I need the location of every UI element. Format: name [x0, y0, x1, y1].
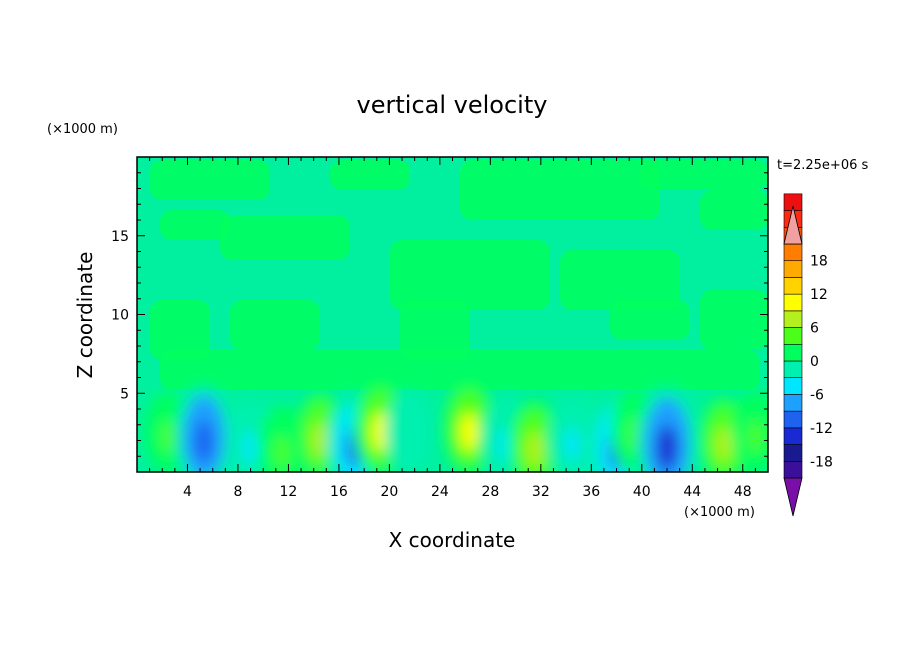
colorbar-segment: [783, 427, 803, 445]
updraft-patch: [220, 215, 350, 260]
updraft-core: [715, 426, 732, 463]
colorbar-tick-label: -18: [810, 454, 833, 470]
x-tick-label: 40: [633, 484, 651, 500]
y-axis-label: Z coordinate: [73, 252, 97, 379]
x-tick-label: 8: [233, 484, 242, 500]
colorbar-segment: [783, 293, 803, 312]
x-tick-label: 4: [183, 484, 192, 500]
colorbar-tick-label: 0: [810, 354, 819, 370]
colorbar-segment: [783, 327, 803, 345]
colorbar-tick-label: -6: [810, 387, 824, 403]
x-tick-label: 36: [582, 484, 600, 500]
x-tick-label: 48: [734, 484, 752, 500]
background-bands: [150, 160, 768, 390]
y-tick-label: 5: [120, 386, 129, 402]
x-tick-label: 24: [431, 484, 449, 500]
y-tick-label: 15: [111, 229, 129, 245]
colorbar-segment: [783, 377, 803, 395]
downdraft-core: [401, 420, 416, 453]
velocity-cells: [144, 379, 768, 472]
updraft-patch: [150, 300, 210, 360]
updraft-patch: [560, 250, 680, 310]
updraft-patch: [700, 190, 768, 230]
x-tick-label: 32: [532, 484, 550, 500]
updraft-patch: [640, 160, 768, 190]
colorbar-tick-label: 6: [810, 321, 819, 337]
updraft-core: [748, 420, 763, 454]
colorbar-tick-label: 18: [810, 254, 828, 270]
x-tick-label: 44: [683, 484, 701, 500]
colorbar-tick-label: -12: [810, 421, 833, 437]
colorbar-max-arrow: [783, 205, 803, 245]
updraft-patch: [330, 160, 410, 190]
colorbar-segment: [783, 360, 803, 379]
updraft-core: [460, 412, 478, 452]
chart-title: vertical velocity: [357, 91, 548, 119]
downdraft-core: [194, 420, 214, 463]
colorbar-segment: [783, 460, 803, 479]
y-tick-label: 10: [111, 308, 129, 324]
updraft-core: [274, 435, 290, 469]
updraft-core: [371, 412, 390, 452]
colorbar-segment: [783, 394, 803, 412]
updraft-core: [312, 422, 328, 458]
updraft-patch: [400, 300, 470, 360]
downdraft-core: [656, 424, 678, 471]
colorbar-segment: [783, 277, 803, 295]
updraft-patch: [610, 300, 690, 340]
y-axis-ticks: 5 10 15: [111, 172, 768, 457]
updraft-patch: [150, 160, 270, 200]
colorbar-segment: [783, 310, 803, 328]
updraft-core: [526, 431, 543, 468]
colorbar-segment: [783, 343, 803, 362]
time-label: t=2.25e+06 s: [777, 158, 869, 173]
colorbar-segment: [783, 410, 803, 429]
updraft-patch: [390, 240, 550, 310]
updraft-patch: [160, 210, 230, 240]
updraft-patch: [700, 290, 768, 350]
x-tick-label: 20: [380, 484, 398, 500]
x-tick-label: 16: [330, 484, 348, 500]
plot-area: [137, 157, 768, 472]
colorbar-segment: [783, 243, 803, 262]
colorbar-segment: [783, 260, 803, 278]
x-axis-ticks: 4 8 12 16 20 24 28 32 36 40 44 48: [149, 157, 756, 500]
updraft-core: [161, 420, 176, 453]
colorbar-min-arrow: [783, 477, 803, 517]
updraft-patch: [160, 350, 760, 390]
x-scale-label: (×1000 m): [684, 505, 755, 520]
x-tick-label: 28: [481, 484, 499, 500]
y-scale-label: (×1000 m): [47, 122, 118, 137]
downdraft-core: [243, 431, 258, 465]
colorbar-tick-label: 12: [810, 287, 828, 303]
x-tick-label: 12: [280, 484, 298, 500]
downdraft-core: [565, 428, 580, 461]
updraft-patch: [230, 300, 320, 350]
colorbar-segment: [783, 444, 803, 462]
colorbar: 18 12 6 0 -6 -12 -18: [783, 193, 833, 517]
x-axis-label: X coordinate: [389, 528, 516, 552]
updraft-patch: [460, 160, 660, 220]
